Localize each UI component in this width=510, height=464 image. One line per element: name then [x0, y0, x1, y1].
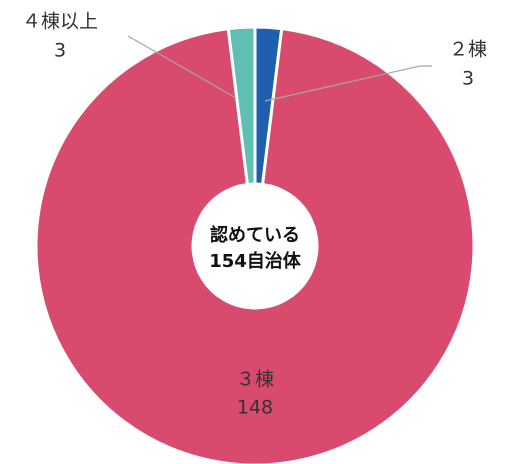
value-label: 148	[237, 397, 273, 419]
value-label: 3	[462, 68, 474, 90]
category-label: ４棟以上	[22, 11, 98, 33]
donut-segment	[226, 25, 257, 187]
category-label: ２棟	[449, 39, 487, 61]
leader-line	[264, 65, 432, 102]
center-label: 154自治体	[209, 250, 302, 272]
center-label: 認めている	[210, 224, 300, 246]
donut-segment	[34, 26, 476, 464]
leader-line	[127, 35, 237, 99]
category-label: ３棟	[236, 369, 274, 391]
value-label: 3	[54, 40, 66, 62]
